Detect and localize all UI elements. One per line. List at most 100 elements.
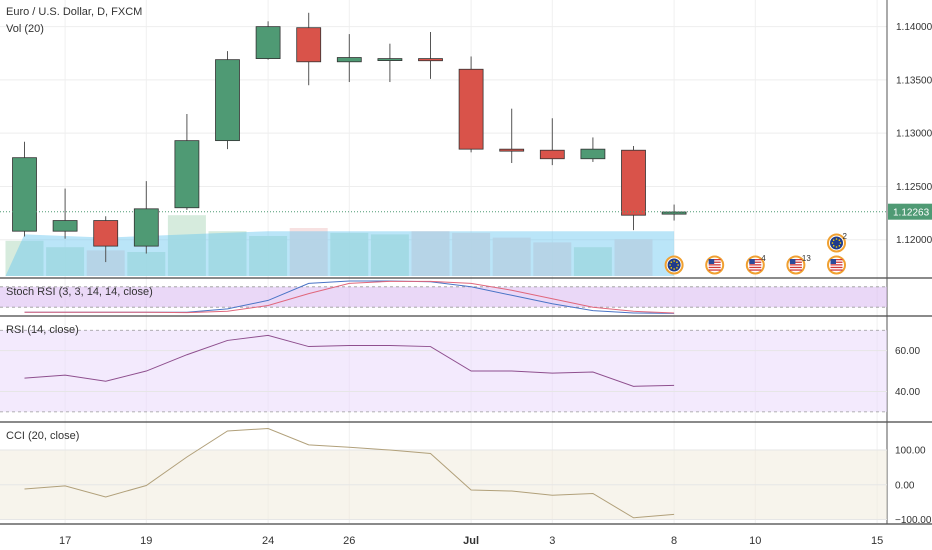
candle-body-up [661,211,687,215]
volume-bar [249,236,288,276]
x-axis-tick-label: Jul [463,535,479,547]
us-flag-icon [745,255,765,275]
volume-bar [411,231,450,276]
price-axis-tick-label: 1.13500 [896,75,932,86]
us-stripe [708,259,721,261]
us-stripe [749,266,762,269]
event-count-label: 2 [843,232,848,241]
us-stripe [708,266,721,269]
x-axis-tick-label: 10 [749,535,761,547]
eu-flag-icon [664,255,684,275]
us-stripe [789,259,802,261]
us-stripe [749,264,762,266]
candle-body-up [133,208,159,247]
rsi-line [24,334,675,387]
eu-star [673,268,675,270]
candle-body-down [93,220,119,247]
volume-bar [167,215,206,276]
volume-bar [330,232,369,276]
candle-body-up [255,26,281,59]
rsi-axis-tick-label: 60.00 [895,346,920,357]
eu-star [838,245,841,247]
us-stripe [708,269,721,271]
us-stripe [789,261,802,263]
candle-body-down [499,148,525,152]
price-axis-tick-label: 1.13000 [896,129,932,140]
us-stripe [749,261,762,263]
cci-axis-tick-label: −100.00 [895,515,932,526]
candle-body-up [174,140,200,209]
us-canton [708,259,715,264]
x-axis-tick-label: 15 [871,535,883,547]
candle-body-up [215,59,240,142]
us-canton [789,259,796,264]
event-count-label: 4 [761,254,766,263]
event-count-label: 13 [802,254,811,263]
us-stripe [830,266,843,269]
candle-body-up [12,157,37,232]
volume-bar [614,239,653,276]
us-canton [830,259,836,264]
candle-body-down [296,27,322,63]
x-axis-tick-label: 24 [262,535,274,547]
us-canton [749,259,755,264]
price-axis-tick-label: 1.14000 [896,22,932,33]
eu-star [832,245,835,247]
volume-bar [127,252,166,276]
volume-bar [533,242,572,276]
eu-star [670,261,673,263]
us-stripe [830,269,843,271]
cci-axis-tick-label: 0.00 [895,480,915,491]
us-flag-icon [705,255,725,275]
price-panel-title: Euro / U.S. Dollar, D, FXCM [6,6,143,18]
volume-bar [492,237,531,276]
cci-line [24,428,675,519]
candle-body-up [336,57,362,63]
volume-bar [370,234,409,276]
cci-axis-tick-label: 100.00 [895,446,926,457]
us-flag-icon [786,255,806,275]
candle-body-down [458,68,484,150]
us-stripe [830,264,843,266]
eu-star [832,239,835,241]
rsi-title: RSI (14, close) [6,324,79,336]
eu-star [669,264,671,266]
x-axis-tick-label: 17 [59,535,71,547]
eu-star [839,242,842,244]
stoch-rsi-line [24,280,675,314]
us-stripe [749,269,762,271]
price-axis-tick-label: 1.12000 [896,235,932,246]
eu-star [670,267,673,269]
eu-star [831,242,834,244]
eu-star [835,246,838,248]
volume-bar [5,240,44,276]
us-stripe [830,261,843,263]
eu-flag-icon [827,233,846,253]
eu-star [673,260,675,262]
last-price-label: 1.12263 [893,208,930,219]
eu-star [676,267,678,269]
volume-bar [289,228,328,276]
us-stripe [830,259,843,261]
us-stripe [708,261,721,263]
price-axis-tick-label: 1.12500 [896,182,932,193]
candle-body-down [418,58,443,62]
volume-label: Vol (20) [6,23,44,35]
candle-body-down [539,149,565,160]
us-stripe [749,259,762,261]
stoch-rsi-band-fill [0,286,887,308]
eu-star [835,238,838,240]
cci-title: CCI (20, close) [6,430,80,442]
eu-star [838,239,841,241]
stoch-rsi-title: Stoch RSI (3, 3, 14, 14, close) [6,286,153,298]
volume-bar [208,231,247,276]
volume-ma-area [5,231,675,276]
candle-body-up [580,148,606,160]
eu-star [676,261,678,263]
volume-bar [46,247,85,276]
candle-body-down [621,149,646,216]
eu-star [677,264,679,266]
us-stripe [789,264,802,266]
